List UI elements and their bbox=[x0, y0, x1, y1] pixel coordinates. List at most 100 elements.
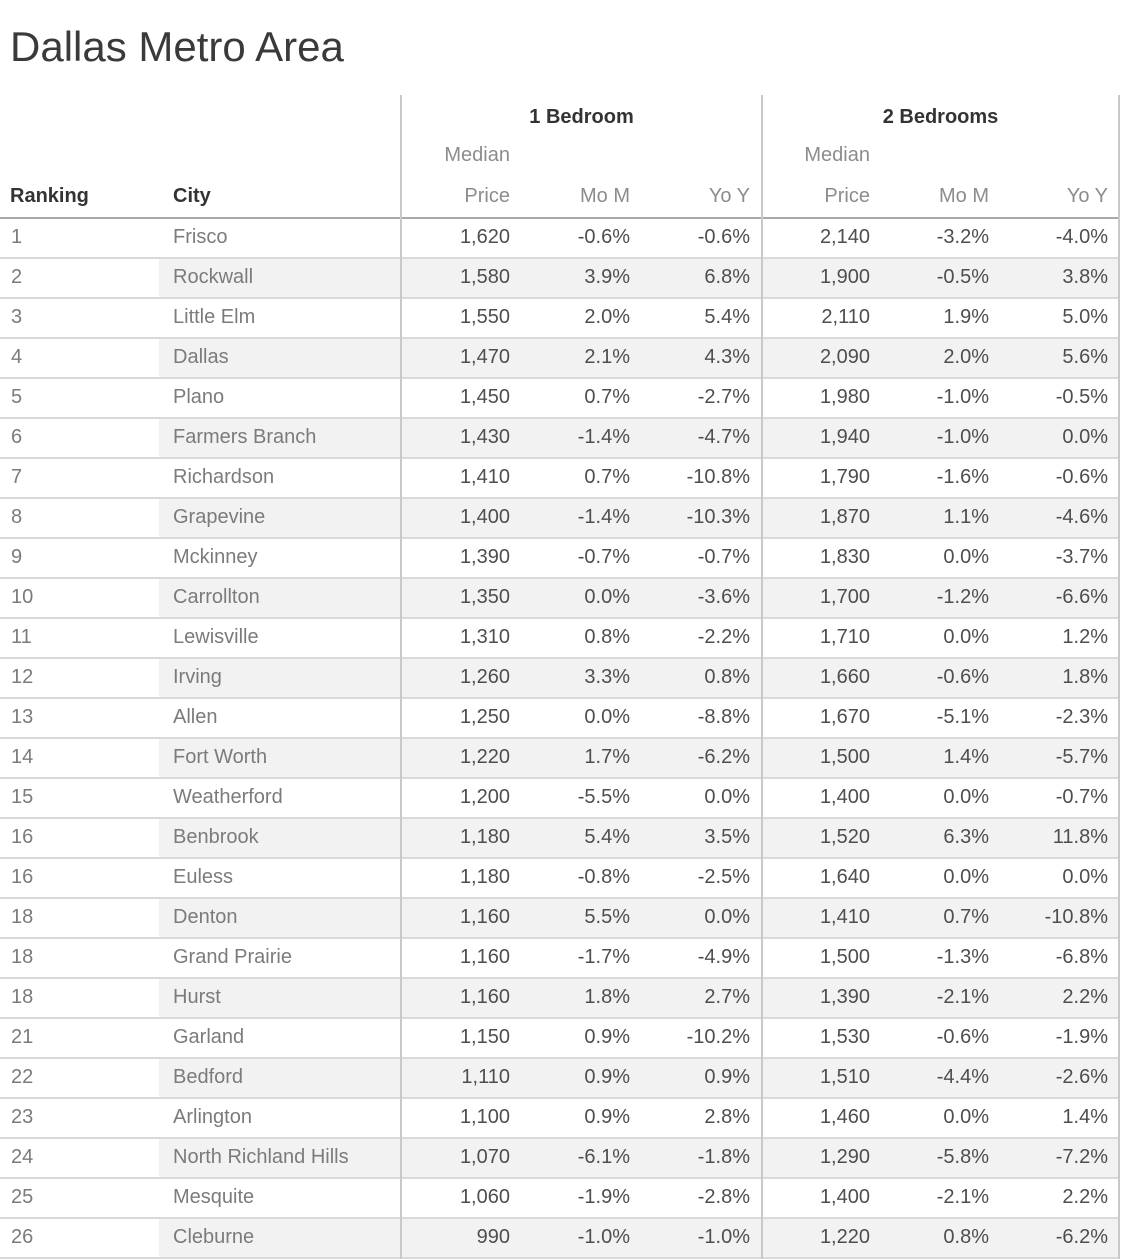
table-row: 16 Benbrook 1,180 5.4% 3.5% 1,520 6.3% 1… bbox=[0, 819, 1120, 859]
2br-mom-cell: 1.9% bbox=[943, 306, 989, 328]
2br-yoy-cell: -2.6% bbox=[1055, 1066, 1108, 1088]
2br-median-price-cell: 1,410 bbox=[819, 906, 870, 928]
table-row: 3 Little Elm 1,550 2.0% 5.4% 2,110 1.9% … bbox=[0, 299, 1120, 339]
1br-mom-cell: 1.8% bbox=[584, 986, 630, 1008]
2br-median-price-cell: 2,140 bbox=[819, 226, 870, 248]
table-row: 25 Mesquite 1,060 -1.9% -2.8% 1,400 -2.1… bbox=[0, 1179, 1120, 1219]
ranking-cell: 12 bbox=[11, 666, 34, 688]
1br-yoy-cell: -1.8% bbox=[697, 1146, 750, 1168]
2br-mom-cell: -1.3% bbox=[936, 946, 989, 968]
2br-mom-cell: 0.0% bbox=[943, 626, 989, 648]
ranking-cell: 1 bbox=[11, 226, 23, 248]
2br-mom-cell: -1.0% bbox=[936, 426, 989, 448]
1br-median-price-cell: 1,250 bbox=[459, 706, 510, 728]
city-cell: Rockwall bbox=[173, 266, 254, 288]
1br-median-price-cell: 1,350 bbox=[459, 586, 510, 608]
1br-median-price-cell: 1,410 bbox=[459, 466, 510, 488]
column-header-2br-yoy: Yo Y bbox=[1066, 185, 1108, 207]
city-cell: Carrollton bbox=[173, 586, 260, 608]
2br-mom-cell: 1.1% bbox=[943, 506, 989, 528]
1br-yoy-cell: -10.2% bbox=[686, 1026, 750, 1048]
city-cell: Grand Prairie bbox=[173, 946, 292, 968]
2br-mom-cell: 0.0% bbox=[943, 546, 989, 568]
1br-mom-cell: 5.4% bbox=[584, 826, 630, 848]
2br-mom-cell: -0.5% bbox=[936, 266, 989, 288]
1br-mom-cell: -0.8% bbox=[577, 866, 630, 888]
1br-median-price-cell: 1,160 bbox=[459, 946, 510, 968]
table-row: 18 Grand Prairie 1,160 -1.7% -4.9% 1,500… bbox=[0, 939, 1120, 979]
1br-yoy-cell: -2.7% bbox=[697, 386, 750, 408]
2br-yoy-cell: 0.0% bbox=[1062, 866, 1108, 888]
1br-yoy-cell: -3.6% bbox=[697, 586, 750, 608]
2br-mom-cell: -2.1% bbox=[936, 986, 989, 1008]
2br-median-price-cell: 1,400 bbox=[819, 786, 870, 808]
table-body: 1 Frisco 1,620 -0.6% -0.6% 2,140 -3.2% -… bbox=[0, 219, 1120, 1259]
2br-mom-cell: 2.0% bbox=[943, 346, 989, 368]
table-row: 12 Irving 1,260 3.3% 0.8% 1,660 -0.6% 1.… bbox=[0, 659, 1120, 699]
1br-median-price-cell: 1,580 bbox=[459, 266, 510, 288]
2br-median-price-cell: 1,530 bbox=[819, 1026, 870, 1048]
2br-yoy-cell: 2.2% bbox=[1062, 986, 1108, 1008]
2br-mom-cell: -2.1% bbox=[936, 1186, 989, 1208]
1br-mom-cell: -0.7% bbox=[577, 546, 630, 568]
ranking-cell: 5 bbox=[11, 386, 23, 408]
2br-median-price-cell: 1,980 bbox=[819, 386, 870, 408]
1br-median-price-cell: 1,180 bbox=[459, 826, 510, 848]
ranking-cell: 7 bbox=[11, 466, 23, 488]
1br-mom-cell: -5.5% bbox=[577, 786, 630, 808]
2br-yoy-cell: -6.6% bbox=[1055, 586, 1108, 608]
2br-median-price-cell: 1,500 bbox=[819, 746, 870, 768]
2br-mom-cell: -3.2% bbox=[936, 226, 989, 248]
divider-right-edge bbox=[1118, 95, 1120, 1259]
city-cell: Hurst bbox=[173, 986, 221, 1008]
2br-yoy-cell: -0.6% bbox=[1055, 466, 1108, 488]
2br-median-price-cell: 2,110 bbox=[821, 306, 870, 328]
1br-mom-cell: 0.0% bbox=[584, 706, 630, 728]
city-cell: Little Elm bbox=[173, 306, 256, 328]
divider-city-1br bbox=[400, 95, 402, 1259]
2br-median-price-cell: 1,790 bbox=[819, 466, 870, 488]
median-price-label: Median Price bbox=[444, 144, 510, 207]
2br-yoy-cell: 5.6% bbox=[1062, 346, 1108, 368]
2br-mom-cell: 0.0% bbox=[943, 866, 989, 888]
2br-yoy-cell: -6.2% bbox=[1055, 1226, 1108, 1248]
1br-median-price-cell: 1,150 bbox=[459, 1026, 510, 1048]
ranking-cell: 18 bbox=[11, 946, 34, 968]
1br-yoy-cell: -6.2% bbox=[697, 746, 750, 768]
2br-yoy-cell: -4.0% bbox=[1055, 226, 1108, 248]
2br-yoy-cell: 5.0% bbox=[1062, 306, 1108, 328]
2br-mom-cell: 6.3% bbox=[943, 826, 989, 848]
2br-yoy-cell: 0.0% bbox=[1062, 426, 1108, 448]
1br-mom-cell: 0.7% bbox=[584, 386, 630, 408]
2br-median-price-cell: 1,640 bbox=[819, 866, 870, 888]
ranking-cell: 4 bbox=[11, 346, 23, 368]
1br-yoy-cell: 4.3% bbox=[704, 346, 750, 368]
ranking-cell: 24 bbox=[11, 1146, 34, 1168]
1br-yoy-cell: -0.6% bbox=[697, 226, 750, 248]
city-cell: Farmers Branch bbox=[173, 426, 317, 448]
table-row: 2 Rockwall 1,580 3.9% 6.8% 1,900 -0.5% 3… bbox=[0, 259, 1120, 299]
table-row: 10 Carrollton 1,350 0.0% -3.6% 1,700 -1.… bbox=[0, 579, 1120, 619]
ranking-cell: 22 bbox=[11, 1066, 34, 1088]
1br-mom-cell: -1.7% bbox=[577, 946, 630, 968]
1br-median-price-cell: 1,220 bbox=[459, 746, 510, 768]
1br-mom-cell: 3.9% bbox=[584, 266, 630, 288]
1br-yoy-cell: 0.9% bbox=[704, 1066, 750, 1088]
2br-yoy-cell: 2.2% bbox=[1062, 1186, 1108, 1208]
2br-median-price-cell: 1,390 bbox=[819, 986, 870, 1008]
city-cell: Grapevine bbox=[173, 506, 266, 528]
city-cell: Benbrook bbox=[173, 826, 259, 848]
2br-mom-cell: 0.0% bbox=[943, 1106, 989, 1128]
table-row: 9 Mckinney 1,390 -0.7% -0.7% 1,830 0.0% … bbox=[0, 539, 1120, 579]
ranking-cell: 23 bbox=[11, 1106, 34, 1128]
1br-mom-cell: -6.1% bbox=[577, 1146, 630, 1168]
city-cell: Garland bbox=[173, 1026, 245, 1048]
2br-yoy-cell: -3.7% bbox=[1055, 546, 1108, 568]
2br-mom-cell: 0.8% bbox=[943, 1226, 989, 1248]
table-header: 1 Bedroom 2 Bedrooms Ranking City Median… bbox=[0, 95, 1120, 219]
ranking-cell: 11 bbox=[11, 626, 32, 648]
1br-median-price-cell: 1,310 bbox=[459, 626, 510, 648]
1br-yoy-cell: 5.4% bbox=[704, 306, 750, 328]
ranking-cell: 8 bbox=[11, 506, 23, 528]
